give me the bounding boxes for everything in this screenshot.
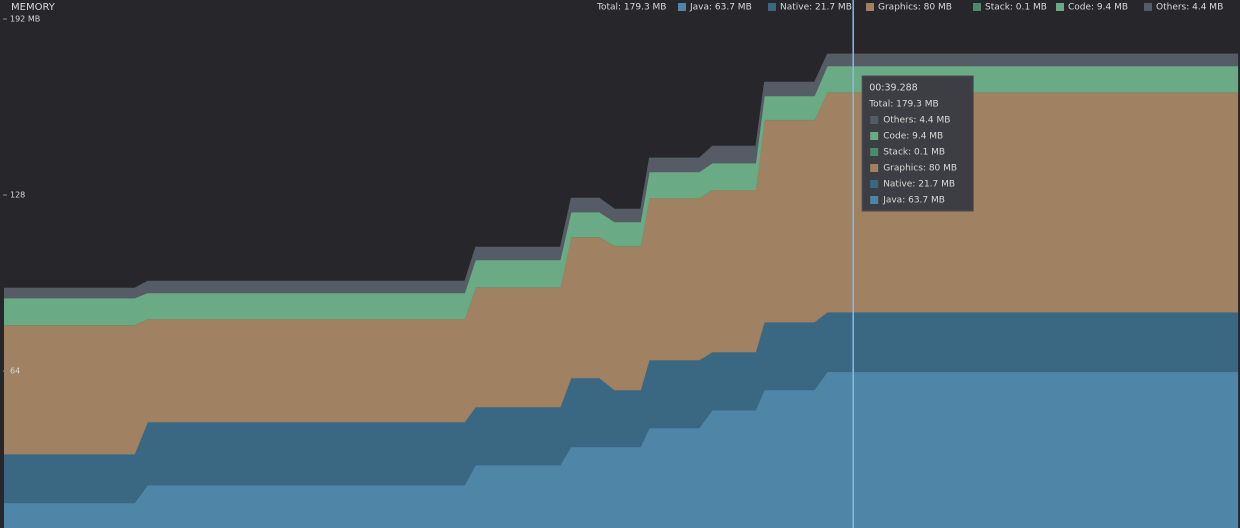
legend-label: Others: 4.4 MB bbox=[1156, 3, 1223, 13]
legend-label: Native: 21.7 MB bbox=[780, 3, 852, 13]
legend-label: Java: 63.7 MB bbox=[689, 3, 752, 13]
legend-swatch bbox=[973, 3, 981, 11]
tooltip-swatch bbox=[870, 180, 879, 188]
y-tick-label: 192 MB bbox=[10, 15, 40, 24]
tooltip-swatch bbox=[870, 116, 879, 124]
chart-title: MEMORY bbox=[11, 2, 56, 13]
overlay: MEMORY Total: 179.3 MB 192 MB 128 64 Java: … bbox=[3, 0, 1223, 528]
tooltip-entry: Others: 4.4 MB bbox=[883, 116, 950, 126]
y-tick-label: 128 bbox=[10, 191, 25, 200]
y-tick-label: 64 bbox=[10, 367, 20, 376]
legend-swatch bbox=[866, 3, 874, 11]
tooltip-entry: Graphics: 80 MB bbox=[883, 164, 957, 174]
tooltip-box bbox=[861, 75, 974, 212]
tooltip-entry: Native: 21.7 MB bbox=[883, 180, 955, 190]
legend-label: Code: 9.4 MB bbox=[1068, 3, 1128, 13]
tooltip-swatch bbox=[870, 196, 879, 204]
legend-total: Total: 179.3 MB bbox=[596, 3, 666, 13]
legend-swatch bbox=[1144, 3, 1152, 11]
tooltip-swatch bbox=[870, 164, 879, 172]
tooltip-total: Total: 179.3 MB bbox=[868, 100, 938, 110]
tooltip-entry: Stack: 0.1 MB bbox=[883, 148, 945, 158]
tooltip-entry: Code: 9.4 MB bbox=[883, 132, 943, 142]
legend-label: Stack: 0.1 MB bbox=[985, 3, 1047, 13]
legend-swatch bbox=[1056, 3, 1064, 11]
tooltip-swatch bbox=[870, 148, 879, 156]
tooltip-swatch bbox=[870, 132, 879, 140]
area-5 bbox=[4, 53, 1239, 299]
legend-swatch bbox=[768, 3, 776, 11]
legend-label: Graphics: 80 MB bbox=[878, 3, 952, 13]
legend-swatch bbox=[678, 3, 686, 11]
tooltip-entry: Java: 63.7 MB bbox=[882, 196, 945, 206]
tooltip-time: 00:39.288 bbox=[869, 83, 918, 94]
